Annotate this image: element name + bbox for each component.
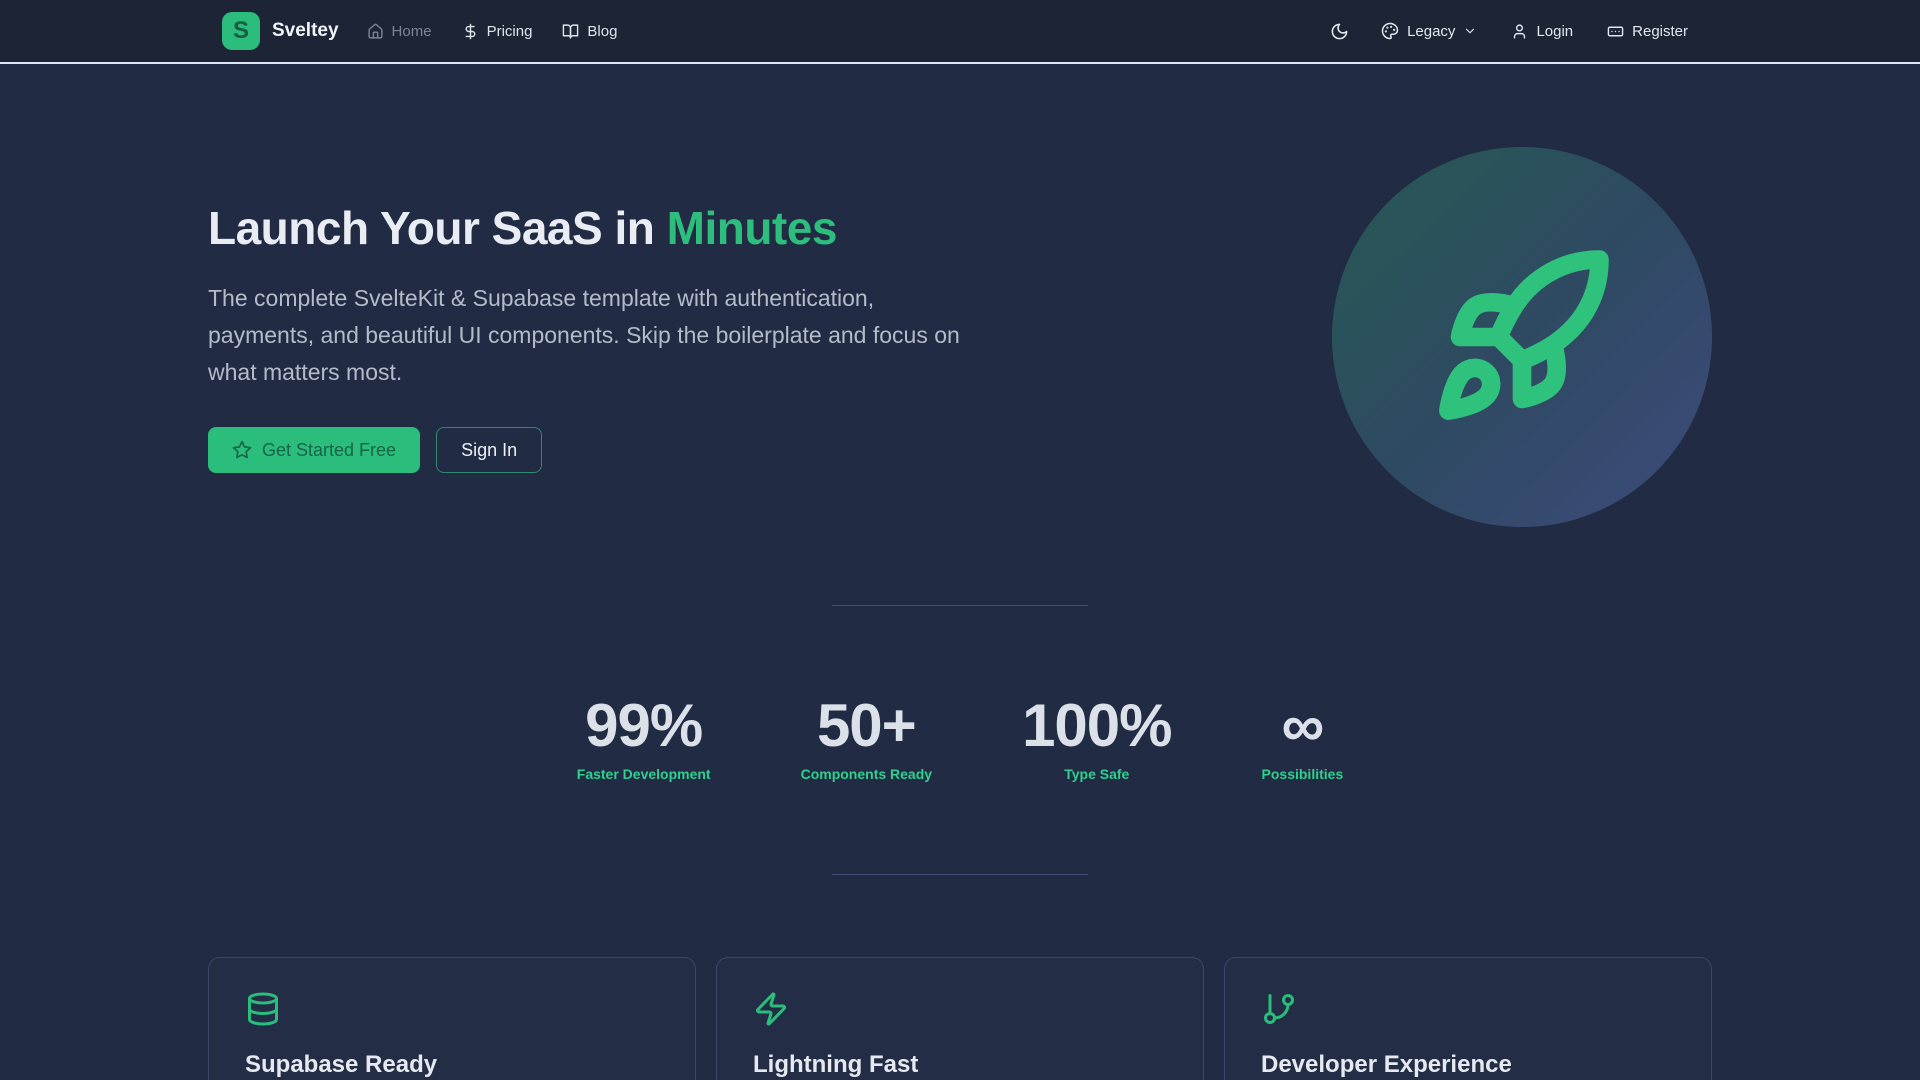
divider-top: [832, 605, 1088, 606]
database-icon: [245, 991, 659, 1027]
git-branch-icon: [1261, 991, 1675, 1027]
theme-toggle-button[interactable]: [1322, 14, 1357, 49]
stat-value: 99%: [585, 692, 703, 759]
sign-in-label: Sign In: [461, 439, 518, 460]
get-started-button[interactable]: Get Started Free: [208, 427, 421, 474]
divider-bottom: [832, 874, 1088, 875]
rectangle-ellipsis-icon: [1607, 23, 1624, 40]
sign-in-button[interactable]: Sign In: [436, 427, 543, 474]
stat-item: 99% Faster Development: [576, 692, 711, 783]
nav-links: Home Pricing Blog: [357, 15, 628, 48]
theme-selector-dropdown[interactable]: Legacy: [1371, 14, 1487, 48]
register-label: Register: [1632, 22, 1688, 40]
stat-value: ∞: [1281, 692, 1324, 759]
nav-link-label: Home: [391, 22, 432, 40]
nav-link-pricing[interactable]: Pricing: [452, 15, 543, 48]
navbar-actions: Legacy Login: [1322, 14, 1698, 49]
register-button[interactable]: Register: [1597, 15, 1698, 48]
feature-card-fast: Lightning Fast: [716, 957, 1204, 1080]
page-title-prefix: Launch Your SaaS in: [208, 201, 667, 254]
stat-item: ∞ Possibilities: [1261, 692, 1344, 783]
theme-selector-label: Legacy: [1407, 22, 1456, 40]
chevron-down-icon: [1463, 24, 1477, 38]
brand-logo: S: [222, 12, 260, 50]
star-icon: [232, 440, 252, 460]
stat-label: Possibilities: [1261, 766, 1344, 782]
stat-value: 100%: [1022, 692, 1172, 759]
get-started-label: Get Started Free: [262, 439, 397, 460]
stat-label: Type Safe: [1064, 766, 1130, 782]
top-navbar: S Sveltey Home: [0, 0, 1920, 64]
nav-link-blog[interactable]: Blog: [552, 15, 627, 48]
dollar-icon: [462, 23, 479, 40]
nav-link-label: Blog: [587, 22, 618, 40]
page-title: Launch Your SaaS in Minutes: [208, 201, 978, 256]
feature-title: Developer Experience: [1261, 1051, 1512, 1078]
feature-title: Lightning Fast: [753, 1051, 919, 1078]
hero-subtitle: The complete SvelteKit & Supabase templa…: [208, 285, 960, 386]
hero-illustration: [1332, 147, 1712, 527]
home-icon: [367, 23, 384, 40]
user-icon: [1511, 23, 1528, 40]
nav-link-label: Pricing: [486, 22, 533, 40]
moon-icon: [1330, 22, 1349, 41]
stat-value: 50+: [816, 692, 917, 759]
login-label: Login: [1536, 22, 1574, 40]
feature-card-dx: Developer Experience: [1224, 957, 1712, 1080]
brand[interactable]: S Sveltey: [222, 12, 339, 50]
zap-icon: [753, 991, 1167, 1027]
palette-icon: [1381, 22, 1399, 40]
hero-section: Launch Your SaaS in Minutes The complete…: [208, 64, 1712, 605]
brand-name: Sveltey: [272, 20, 339, 41]
page-title-highlight: Minutes: [666, 201, 838, 254]
book-open-icon: [562, 23, 579, 40]
login-button[interactable]: Login: [1501, 15, 1583, 48]
feature-title: Supabase Ready: [245, 1051, 438, 1078]
stat-item: 50+ Components Ready: [800, 692, 933, 783]
stat-item: 100% Type Safe: [1022, 692, 1172, 783]
stats-section: 99% Faster Development 50+ Components Re…: [208, 606, 1712, 874]
nav-link-home[interactable]: Home: [357, 15, 442, 48]
rocket-icon: [1429, 244, 1615, 430]
stat-label: Components Ready: [800, 766, 933, 782]
stat-label: Faster Development: [576, 766, 711, 782]
feature-card-supabase: Supabase Ready: [208, 957, 696, 1080]
main-content: Launch Your SaaS in Minutes The complete…: [208, 64, 1712, 1080]
features-section: Supabase Ready Lightning Fast Developer …: [208, 957, 1712, 1080]
